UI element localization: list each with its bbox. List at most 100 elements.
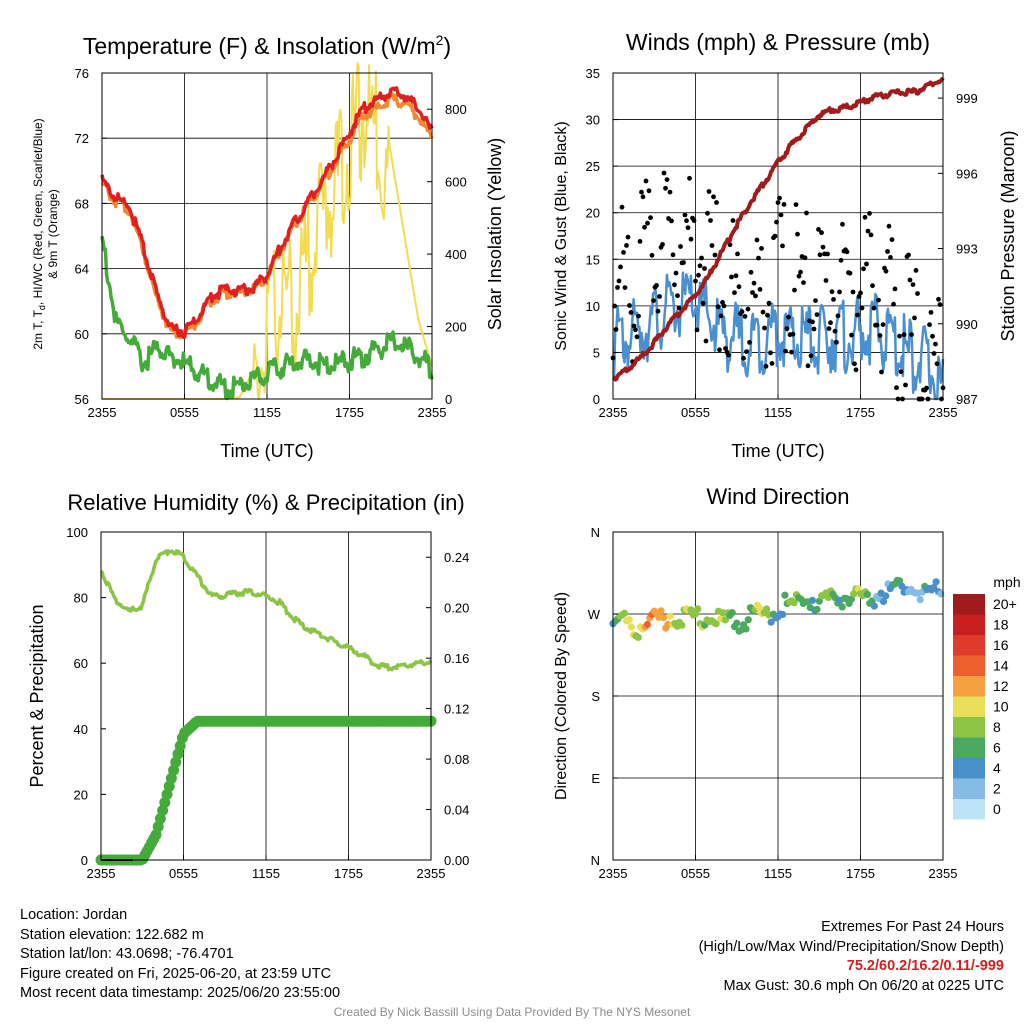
rh-chart-xtick-label: 2355 [417, 866, 446, 881]
station-info: Location: Jordan Station elevation: 122.… [20, 906, 340, 1004]
gust-point [754, 237, 760, 243]
gust-point [889, 237, 895, 243]
gust-point [681, 260, 686, 265]
temp-chart-ytick-label: 72 [75, 131, 89, 146]
gust-point [664, 177, 670, 183]
gust-point [792, 287, 797, 293]
gust-point [819, 230, 824, 236]
gust-point [645, 220, 650, 226]
direction-point [742, 625, 750, 633]
credit-line: Created By Nick Bassill Using Data Provi… [333, 1005, 691, 1019]
gust-point [793, 202, 799, 208]
legend-label: 10 [993, 699, 1009, 715]
legend-swatch [953, 635, 985, 656]
max-gust: Max Gust: 30.6 mph On 06/20 at 0225 UTC [723, 977, 1004, 994]
gust-point [831, 297, 836, 302]
speed-legend: mph 20+ 18 16 14 12 10 8 6 4 2 0 [953, 574, 1021, 820]
gust-point [867, 211, 872, 216]
direction-point [643, 620, 652, 629]
gust-point [688, 236, 694, 242]
station-location: Location: Jordan [20, 907, 128, 923]
temp-chart-xlabel: Time (UTC) [220, 441, 313, 461]
wind-chart-xlabel: Time (UTC) [731, 441, 824, 461]
gust-point [624, 243, 629, 248]
temp-chart-xtick-label: 1755 [335, 405, 364, 420]
legend-label: 6 [993, 740, 1001, 756]
dir-chart-ytick-label: E [591, 771, 600, 786]
extremes-subtitle: (High/Low/Max Wind/Precipitation/Snow De… [698, 938, 1004, 955]
gust-point [616, 278, 622, 284]
wind-chart-y2tick-label: 996 [956, 166, 978, 181]
direction-point [627, 623, 636, 631]
direction-point [657, 607, 665, 615]
wind-chart-ylabel: Sonic Wind & Gust (Blue, Black) [553, 121, 570, 350]
gust-point [775, 200, 781, 206]
gust-point [850, 289, 856, 295]
gust-point [721, 303, 727, 309]
gust-point [768, 350, 773, 356]
gust-point [910, 282, 916, 287]
gust-point [876, 297, 881, 303]
rh-chart-y2tick-label: 0.04 [444, 803, 469, 818]
gust-point [780, 243, 785, 249]
wind-chart-ytick-label: 5 [593, 345, 600, 360]
legend-swatch [953, 778, 985, 799]
station-latlon: Station lat/lon: 43.0698; -76.4701 [20, 946, 234, 963]
gust-point [832, 328, 838, 334]
gust-point [613, 327, 619, 332]
rh-chart-y2tick-label: 0.24 [444, 550, 469, 565]
gust-point [759, 246, 764, 251]
gust-point [894, 385, 899, 391]
gust-point [673, 270, 679, 276]
gust-point [870, 283, 875, 289]
rh-chart-xtick-label: 0555 [169, 866, 198, 881]
rh-chart-y2tick-label: 0.20 [444, 601, 469, 616]
gust-point [633, 327, 638, 333]
dir-chart-xtick-label: 2355 [599, 866, 628, 881]
extremes-title: Extremes For Past 24 Hours [821, 919, 1004, 935]
gust-point [745, 306, 751, 312]
gust-point [670, 252, 676, 258]
legend-swatch [953, 737, 985, 758]
gust-point [901, 332, 907, 338]
gust-point [732, 290, 737, 296]
gust-point [883, 268, 889, 274]
temp-chart-y2tick-label: 400 [445, 247, 467, 262]
temp-chart-xtick-label: 0555 [170, 405, 199, 420]
gust-point [691, 218, 697, 224]
gust-point [826, 326, 832, 331]
gust-point [820, 244, 826, 250]
wind-chart-xtick-label: 1155 [764, 405, 792, 420]
dir-chart-ytick-label: N [591, 853, 600, 868]
direction-point [815, 597, 823, 605]
gust-point [864, 261, 869, 267]
direction-point [870, 602, 878, 610]
gust-point [634, 334, 640, 340]
dir-chart-xtick-label: 2355 [929, 866, 958, 881]
gust-point [756, 255, 761, 261]
gust-point [762, 325, 767, 331]
dir-chart-ytick-label: N [591, 525, 600, 540]
gust-point [693, 278, 698, 284]
direction-point [932, 578, 940, 586]
temp-chart-y2label: Solar Insolation (Yellow) [485, 138, 505, 330]
legend-label: 8 [993, 719, 1001, 735]
gust-point [933, 341, 938, 347]
gust-point [880, 322, 886, 327]
wind-chart-y2tick-label: 987 [956, 392, 978, 407]
gust-point [763, 363, 769, 369]
legend-label: 14 [993, 658, 1009, 674]
gust-point [859, 305, 865, 311]
rh-chart-ytick-label: 100 [66, 525, 88, 540]
gust-point [631, 323, 637, 329]
legend-swatch [953, 655, 985, 676]
gust-point [672, 282, 677, 288]
gust-point [750, 290, 755, 295]
gust-point [790, 331, 796, 337]
direction-point [916, 596, 924, 604]
rh-chart-plot: 2355 0555 1155 1755 23550204060801000.000.04… [66, 525, 469, 881]
gust-point [795, 231, 800, 237]
direction-point [634, 633, 642, 642]
gust-point [805, 363, 811, 369]
gust-point [781, 202, 787, 207]
